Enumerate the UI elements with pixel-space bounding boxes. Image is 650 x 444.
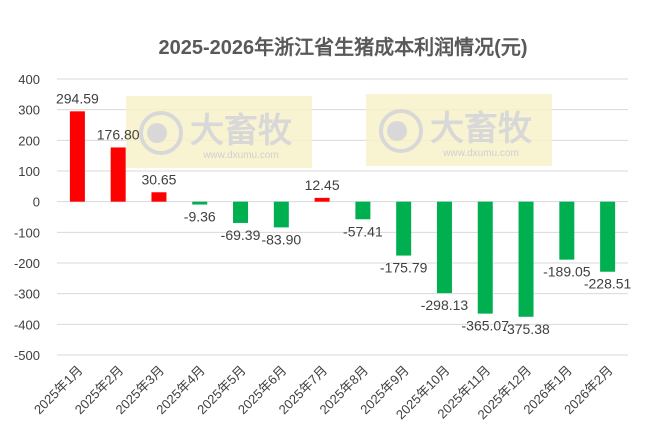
watermark-brand: 大畜牧: [430, 109, 533, 148]
y-tick-label: 400: [18, 72, 40, 87]
y-tick-label: -400: [14, 317, 40, 332]
data-label: -9.36: [184, 209, 216, 225]
bar: [192, 201, 208, 205]
data-label: 294.59: [56, 90, 99, 106]
bar: [355, 201, 371, 220]
watermark-logo-icon: [139, 111, 183, 155]
data-label: -83.90: [261, 231, 301, 247]
bar: [518, 201, 534, 317]
bar: [233, 201, 249, 223]
y-tick-label: 200: [18, 133, 40, 148]
y-tick-label: -200: [14, 256, 40, 271]
y-tick-label: -300: [14, 287, 40, 302]
bar: [151, 192, 167, 202]
data-label: -189.05: [543, 264, 591, 280]
data-label: -365.07: [462, 318, 510, 334]
watermark-logo-dot: [147, 123, 167, 143]
data-label: -228.51: [584, 276, 632, 292]
chart-title: 2025-2026年浙江省生猪成本利润情况(元): [159, 35, 528, 59]
watermark-url: www.dxumu.com: [442, 148, 519, 159]
bar: [600, 201, 616, 272]
bar: [69, 111, 85, 202]
bar: [436, 201, 452, 294]
data-label: -57.41: [343, 223, 383, 239]
y-tick-label: -500: [14, 348, 40, 363]
y-tick-label: -100: [14, 225, 40, 240]
bar: [396, 201, 412, 256]
bar: [273, 201, 289, 228]
data-label: -298.13: [421, 297, 469, 313]
data-label: 30.65: [141, 171, 176, 187]
y-tick-label: 100: [18, 164, 40, 179]
y-tick-label: 300: [18, 103, 40, 118]
watermark-url: www.dxumu.com: [202, 150, 279, 161]
data-label: -175.79: [380, 260, 428, 276]
watermark-logo-icon: [379, 109, 423, 153]
data-label: 12.45: [305, 177, 340, 193]
data-label: -375.38: [502, 321, 550, 337]
watermark-logo-dot: [387, 121, 407, 141]
watermark-brand: 大畜牧: [190, 111, 293, 150]
bar: [477, 201, 493, 314]
bar: [559, 201, 575, 260]
bar: [110, 147, 126, 202]
data-label: -69.39: [221, 227, 261, 243]
data-label: 176.80: [97, 126, 140, 142]
y-tick-label: 0: [33, 195, 40, 210]
bar: [314, 197, 330, 202]
